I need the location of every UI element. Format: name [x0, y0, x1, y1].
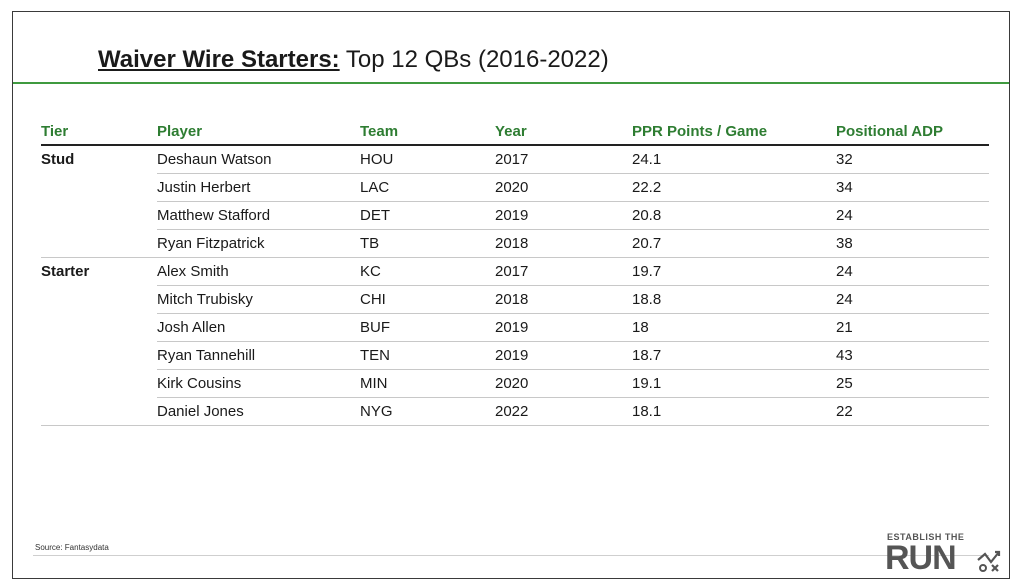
slide: Waiver Wire Starters: Top 12 QBs (2016-2… [12, 11, 1010, 579]
year: 2022 [495, 397, 632, 426]
positional-adp: 24 [836, 257, 989, 286]
player-name: Mitch Trubisky [157, 285, 360, 314]
year: 2020 [495, 369, 632, 398]
table-row: Ryan Fitzpatrick TB 2018 20.7 38 [41, 229, 989, 258]
play-diagram-icon [977, 550, 1001, 572]
table-row: Ryan Tannehill TEN 2019 18.7 43 [41, 341, 989, 370]
title-rest: Top 12 QBs (2016-2022) [339, 46, 609, 73]
ppr-points: 22.2 [632, 173, 836, 202]
tier-label [41, 229, 157, 258]
qb-table: Tier Player Team Year PPR Points / Game … [41, 118, 989, 426]
header-player: Player [157, 118, 360, 146]
table-row: Justin Herbert LAC 2020 22.2 34 [41, 173, 989, 202]
logo-wordmark: RUN [885, 539, 957, 577]
tier-label [41, 202, 157, 230]
ppr-points: 18.8 [632, 285, 836, 314]
year: 2017 [495, 257, 632, 286]
player-name: Ryan Fitzpatrick [157, 229, 360, 258]
player-name: Deshaun Watson [157, 145, 360, 174]
table-row: Kirk Cousins MIN 2020 19.1 25 [41, 369, 989, 398]
logo-tagline: ESTABLISH THE [887, 532, 965, 542]
player-name: Matthew Stafford [157, 201, 360, 230]
positional-adp: 32 [836, 145, 989, 174]
table-row: Starter Alex Smith KC 2017 19.7 24 [41, 257, 989, 286]
ppr-points: 18.1 [632, 397, 836, 426]
team: LAC [360, 173, 495, 202]
header-team: Team [360, 118, 495, 146]
team: TB [360, 229, 495, 258]
team: TEN [360, 341, 495, 370]
header-year: Year [495, 118, 632, 146]
year: 2019 [495, 201, 632, 230]
source-note: Source: Fantasydata [35, 543, 109, 552]
positional-adp: 24 [836, 201, 989, 230]
year: 2018 [495, 285, 632, 314]
positional-adp: 24 [836, 285, 989, 314]
player-name: Alex Smith [157, 257, 360, 286]
team: NYG [360, 397, 495, 426]
ppr-points: 20.7 [632, 229, 836, 258]
positional-adp: 38 [836, 229, 989, 258]
positional-adp: 21 [836, 313, 989, 342]
ppr-points: 19.1 [632, 369, 836, 398]
title-bold: Waiver Wire Starters: [98, 46, 340, 73]
header-tier: Tier [41, 118, 157, 146]
positional-adp: 43 [836, 341, 989, 370]
header-ppr: PPR Points / Game [632, 118, 836, 146]
ppr-points: 18.7 [632, 341, 836, 370]
tier-label [41, 342, 157, 370]
year: 2020 [495, 173, 632, 202]
team: MIN [360, 369, 495, 398]
player-name: Daniel Jones [157, 397, 360, 426]
table-header-row: Tier Player Team Year PPR Points / Game … [41, 118, 989, 146]
positional-adp: 34 [836, 173, 989, 202]
ppr-points: 24.1 [632, 145, 836, 174]
establish-the-run-logo: ESTABLISH THE RUN [885, 532, 1005, 576]
tier-label: Starter [41, 263, 90, 281]
table-row: Daniel Jones NYG 2022 18.1 22 [41, 397, 989, 426]
player-name: Josh Allen [157, 313, 360, 342]
player-name: Justin Herbert [157, 173, 360, 202]
tier-label [41, 397, 157, 426]
tier-label [41, 370, 157, 398]
header-adp: Positional ADP [836, 118, 989, 146]
ppr-points: 18 [632, 313, 836, 342]
player-name: Kirk Cousins [157, 369, 360, 398]
table-row: Stud Deshaun Watson HOU 2017 24.1 32 [41, 145, 989, 174]
positional-adp: 25 [836, 369, 989, 398]
year: 2017 [495, 145, 632, 174]
team: CHI [360, 285, 495, 314]
team: KC [360, 257, 495, 286]
table-row: Mitch Trubisky CHI 2018 18.8 24 [41, 285, 989, 314]
positional-adp: 22 [836, 397, 989, 426]
tier-label [41, 286, 157, 314]
tier-label [41, 174, 157, 202]
tier-label [41, 314, 157, 342]
year: 2019 [495, 313, 632, 342]
table-row: Josh Allen BUF 2019 18 21 [41, 313, 989, 342]
ppr-points: 19.7 [632, 257, 836, 286]
year: 2019 [495, 341, 632, 370]
team: DET [360, 201, 495, 230]
table-row: Matthew Stafford DET 2019 20.8 24 [41, 201, 989, 230]
year: 2018 [495, 229, 632, 258]
page-title: Waiver Wire Starters: Top 12 QBs (2016-2… [98, 46, 609, 74]
player-name: Ryan Tannehill [157, 341, 360, 370]
title-divider [13, 82, 1009, 84]
ppr-points: 20.8 [632, 201, 836, 230]
tier-label: Stud [41, 151, 75, 169]
team: HOU [360, 145, 495, 174]
team: BUF [360, 313, 495, 342]
footer-divider [33, 555, 989, 556]
